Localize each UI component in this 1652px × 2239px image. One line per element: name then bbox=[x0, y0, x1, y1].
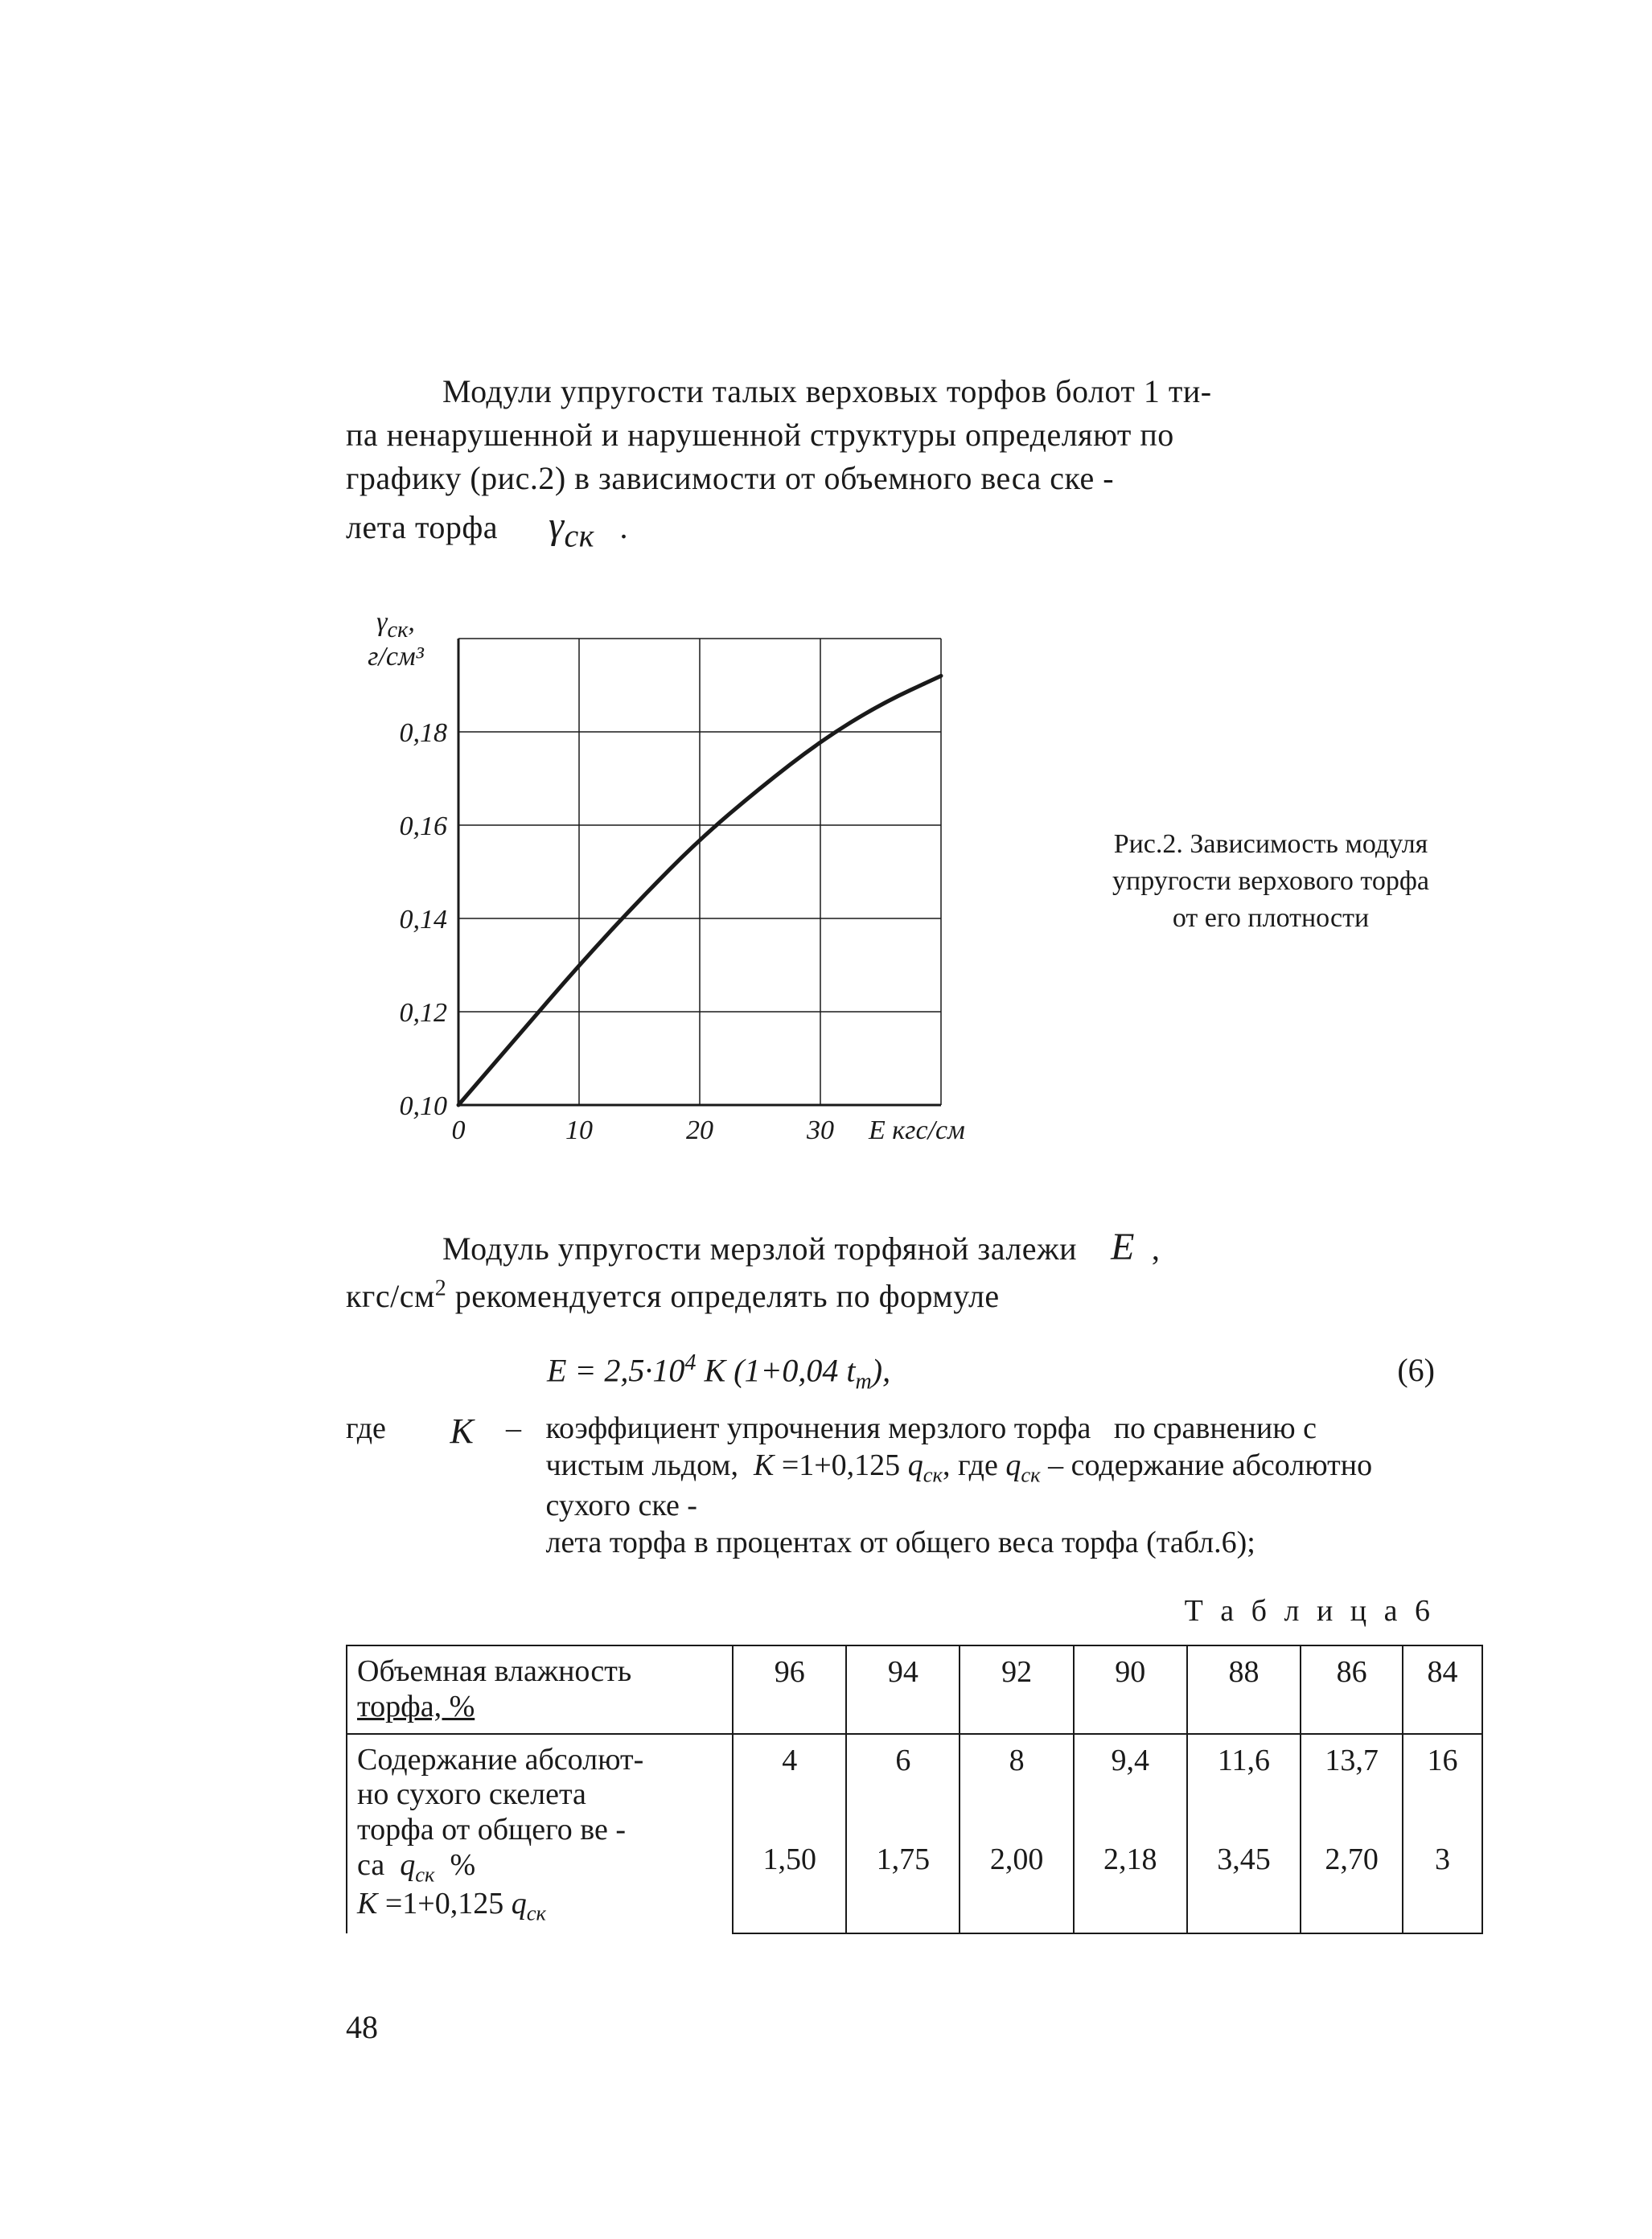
figure-2-chart: 0,100,120,140,160,180102030E кгс/см²γск,… bbox=[346, 590, 965, 1173]
table-cell: 4 bbox=[733, 1734, 846, 1834]
cap-line2: упругости верхового торфа bbox=[1112, 866, 1429, 896]
svg-text:20: 20 bbox=[686, 1115, 713, 1145]
table-cell: 1,75 bbox=[846, 1834, 960, 1933]
svg-text:30: 30 bbox=[806, 1115, 834, 1145]
table-cell: 2,00 bbox=[960, 1834, 1073, 1933]
table-cell: 9,4 bbox=[1074, 1734, 1187, 1834]
p1-line1: Модули упругости талых верховых торфов б… bbox=[442, 373, 1212, 409]
table-row-head: Объемная влажностьторфа, % bbox=[347, 1645, 733, 1733]
svg-text:0,10: 0,10 bbox=[400, 1091, 448, 1121]
svg-text:0,14: 0,14 bbox=[400, 905, 448, 935]
table-cell: 92 bbox=[960, 1645, 1073, 1733]
table-6: Объемная влажностьторфа, %96949290888684… bbox=[346, 1645, 1483, 1934]
gamma-sk-symbol: γск bbox=[549, 504, 594, 547]
p1-line3: графику (рис.2) в зависимости от объемно… bbox=[346, 460, 1114, 496]
scanned-page: Модули упругости талых верховых торфов б… bbox=[0, 0, 1652, 2239]
table-cell: 3,45 bbox=[1187, 1834, 1301, 1933]
table-row-head: Содержание абсолют-но сухого скелетаторф… bbox=[347, 1734, 733, 1933]
paragraph-2: Модуль упругости мерзлой торфяной залежи… bbox=[346, 1222, 1483, 1318]
table-cell: 94 bbox=[846, 1645, 960, 1733]
p1-line2: па ненарушенной и нарушенной структуры о… bbox=[346, 417, 1174, 453]
table-6-caption: Т а б л и ц а 6 bbox=[346, 1593, 1435, 1629]
p2-body: Модуль упругости мерзлой торфяной залежи… bbox=[346, 1230, 1160, 1314]
table-cell: 88 bbox=[1187, 1645, 1301, 1733]
table-cell: 13,7 bbox=[1301, 1734, 1403, 1834]
figure-2-row: 0,100,120,140,160,180102030E кгс/см²γск,… bbox=[346, 590, 1483, 1173]
table-cell: 11,6 bbox=[1187, 1734, 1301, 1834]
equation-6: E = 2,5·104 K (1+0,04 tт), bbox=[547, 1350, 890, 1395]
page-number: 48 bbox=[346, 2008, 378, 2046]
table-cell: 90 bbox=[1074, 1645, 1187, 1733]
svg-text:10: 10 bbox=[565, 1115, 593, 1145]
svg-text:0,12: 0,12 bbox=[400, 998, 448, 1028]
table-cell: 2,70 bbox=[1301, 1834, 1403, 1933]
table-cell: 96 bbox=[733, 1645, 846, 1733]
equation-6-number: (6) bbox=[1397, 1351, 1435, 1389]
where-block: где K – коэффициент упрочнения мерзлого … bbox=[346, 1411, 1483, 1561]
table-cell: 6 bbox=[846, 1734, 960, 1834]
where-body: коэффициент упрочнения мерзлого торфа по… bbox=[546, 1411, 1415, 1561]
svg-text:0: 0 bbox=[452, 1115, 466, 1145]
cap-line1: Рис.2. Зависимость модуля bbox=[1114, 829, 1428, 859]
svg-text:0,16: 0,16 bbox=[400, 811, 448, 841]
table-cell: 16 bbox=[1403, 1734, 1482, 1834]
table-cell: 86 bbox=[1301, 1645, 1403, 1733]
cap-line3: от его плотности bbox=[1173, 903, 1369, 933]
svg-text:0,18: 0,18 bbox=[400, 718, 448, 748]
equation-6-row: E = 2,5·104 K (1+0,04 tт), (6) bbox=[346, 1350, 1483, 1395]
where-dash: – bbox=[506, 1411, 538, 1448]
table-cell: 2,18 bbox=[1074, 1834, 1187, 1933]
table-cell: 8 bbox=[960, 1734, 1073, 1834]
where-label: где bbox=[346, 1411, 442, 1448]
table-cell: 1,50 bbox=[733, 1834, 846, 1933]
svg-text:E кгс/см²: E кгс/см² bbox=[868, 1115, 965, 1145]
where-symbol: K bbox=[450, 1411, 499, 1453]
table-cell: 84 bbox=[1403, 1645, 1482, 1733]
figure-2-caption: Рис.2. Зависимость модуля упругости верх… bbox=[1078, 826, 1464, 937]
chart-svg: 0,100,120,140,160,180102030E кгс/см²γск,… bbox=[346, 590, 965, 1169]
table-cell: 3 bbox=[1403, 1834, 1482, 1933]
p1-line4: лета торфа bbox=[346, 509, 498, 545]
paragraph-1: Модули упругости талых верховых торфов б… bbox=[346, 370, 1483, 558]
